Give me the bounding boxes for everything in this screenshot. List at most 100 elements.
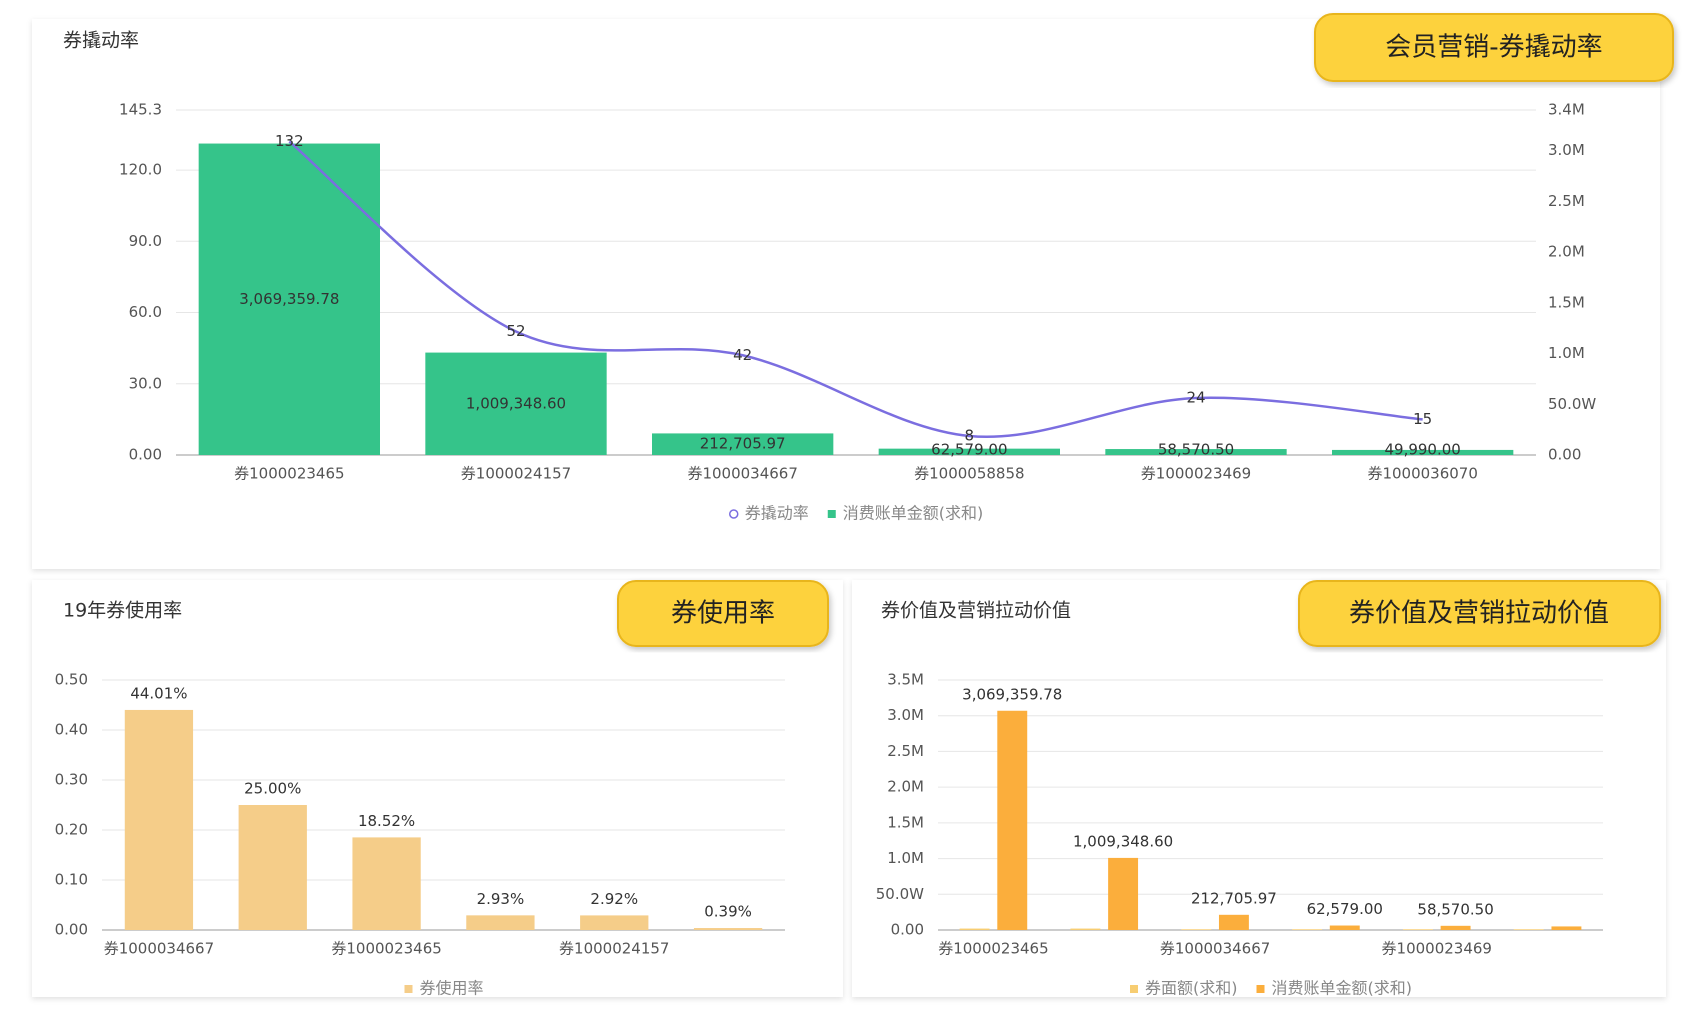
y2-tick-label: 1.0M [1548,344,1585,362]
y2-tick-label: 2.5M [1548,192,1585,210]
y2-tick-label: 3.4M [1548,101,1585,119]
y-tick-label: 30.0 [129,374,162,392]
data-label: 3,069,359.78 [962,685,1062,703]
bar [1332,449,1514,455]
data-label: 2.93% [477,890,525,908]
data-label: 8 [965,427,975,445]
y2-tick-label: 2.0M [1548,243,1585,261]
x-tick-label: 券1000034667 [1160,940,1270,958]
x-tick-label: 券1000023469 [1141,465,1251,483]
legend-swatch [404,985,413,993]
x-tick-label: 券1000034667 [104,940,214,958]
bar [1292,929,1323,930]
x-tick-label: 券1000058858 [914,465,1024,483]
chart-title: 19年券使用率 [63,600,182,622]
bar [1218,914,1249,930]
y-tick-label: 1.0M [887,849,924,867]
badge [617,580,829,647]
data-label: 0.39% [704,903,752,921]
y-tick-label: 0.00 [55,921,88,939]
y-tick-label: 0.10 [55,871,88,889]
bar [1440,925,1471,930]
bar [1108,857,1139,930]
y-tick-label: 2.5M [887,742,924,760]
bar [693,928,763,930]
bar [1402,929,1433,930]
y-tick-label: 120.0 [119,161,162,179]
data-label: 24 [1186,389,1205,407]
data-label: 44.01% [130,684,187,702]
y-tick-label: 0.50 [55,671,88,689]
bar [466,915,535,930]
legend: 券撬动率 消费账单金额(求和) [728,504,984,523]
y2-tick-label: 3.0M [1548,141,1585,159]
data-label: 42 [733,346,752,364]
legend-label: 券面额(求和) [1145,979,1238,998]
bar [1070,928,1101,930]
badge-label: 券使用率 [671,599,775,629]
x-tick-label: 券1000023465 [234,465,344,483]
y-tick-label: 1.5M [887,813,924,831]
x-tick-label: 券1000036070 [1367,465,1477,483]
data-label: 62,579.00 [1307,900,1383,918]
data-label: 3,069,359.78 [239,290,339,308]
y-tick-label: 0.00 [129,446,162,464]
bar [1105,449,1287,455]
y-tick-label: 0.40 [55,721,88,739]
legend-swatch [827,510,836,518]
x-tick-label: 券1000023465 [331,940,441,958]
bar [198,143,380,455]
data-label: 25.00% [244,780,301,798]
bar [425,352,607,455]
data-label: 132 [275,132,304,150]
y-tick-label: 50.0W [876,885,924,903]
badge [1298,580,1661,647]
data-label: 1,009,348.60 [1073,832,1173,850]
data-label: 49,990.00 [1384,441,1460,459]
bar [1513,929,1544,930]
y-tick-label: 3.0M [887,706,924,724]
line [288,140,1423,439]
chart-title: 券撬动率 [63,30,139,52]
legend-swatch [728,509,739,519]
x-tick-label: 券1000024157 [559,940,669,958]
legend-label: 券使用率 [419,979,483,998]
bar [580,915,649,930]
y2-tick-label: 1.5M [1548,293,1585,311]
y2-tick-label: 50.0W [1548,395,1596,413]
y2-tick-label: 0.00 [1548,446,1581,464]
badge [1314,13,1674,82]
legend-label: 消费账单金额(求和) [843,504,984,523]
y-tick-label: 0.30 [55,771,88,789]
data-label: 1,009,348.60 [466,394,566,412]
x-tick-label: 券1000023465 [938,940,1048,958]
legend-swatch [1256,985,1265,993]
data-label: 62,579.00 [931,441,1007,459]
bar [352,837,421,930]
y-tick-label: 2.0M [887,778,924,796]
bar [997,710,1028,930]
bar [1329,925,1360,930]
chart-title: 券价值及营销拉动价值 [881,600,1071,622]
data-label: 58,570.50 [1417,900,1493,918]
bar [878,448,1060,455]
data-label: 212,705.97 [700,435,786,453]
panel [852,580,1666,997]
y-tick-label: 0.00 [891,921,924,939]
bar [124,709,194,930]
data-label: 2.92% [590,890,638,908]
data-label: 58,570.50 [1158,441,1234,459]
bar [1181,929,1212,930]
badge-label: 会员营销-券撬动率 [1385,33,1602,63]
x-tick-label: 券1000023469 [1382,940,1492,958]
bar [652,433,834,455]
legend-label: 消费账单金额(求和) [1272,979,1413,998]
badge-label: 券价值及营销拉动价值 [1349,599,1609,629]
bar [959,928,990,930]
data-label: 52 [506,322,525,340]
bar [238,805,307,930]
y-tick-label: 90.0 [129,232,162,250]
y-tick-label: 145.3 [119,101,162,119]
legend-swatch [1130,985,1138,993]
